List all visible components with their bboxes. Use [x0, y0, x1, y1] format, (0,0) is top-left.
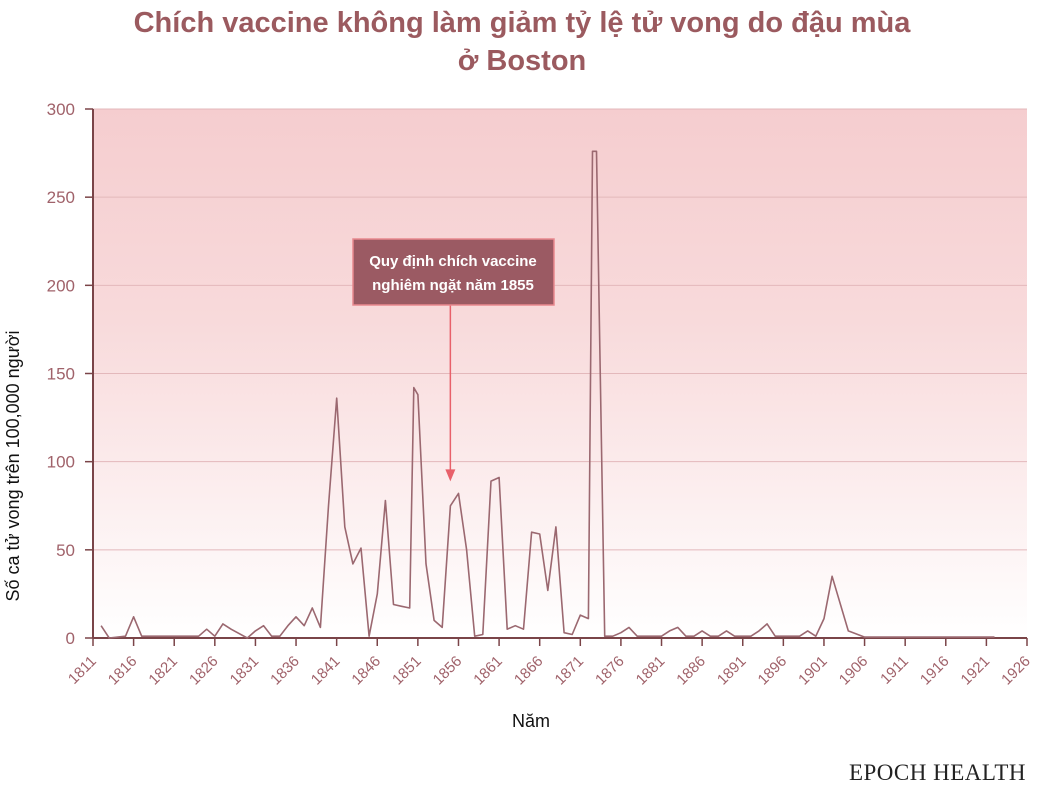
x-tick-label-1901: 1901 [795, 653, 831, 689]
x-tick-label-1886: 1886 [673, 653, 709, 689]
y-tick-label-50: 50 [56, 541, 75, 560]
x-tick-label-1811: 1811 [65, 653, 100, 688]
x-tick-label-1856: 1856 [430, 653, 466, 689]
brand-logo: EPOCH HEALTH [848, 760, 1026, 785]
x-tick-label-1906: 1906 [836, 653, 872, 689]
y-tick-label-150: 150 [47, 365, 75, 384]
x-tick-label-1926: 1926 [998, 653, 1034, 689]
annotation-text-line1: Quy định chích vaccine [369, 253, 537, 270]
x-tick-label-1841: 1841 [308, 653, 344, 689]
chart-title-line1: Chích vaccine không làm giảm tỷ lệ tử vo… [133, 7, 911, 39]
x-tick-label-1881: 1881 [633, 653, 669, 689]
y-tick-label-100: 100 [47, 453, 75, 472]
y-axis-label: Số ca tử vong trên 100,000 người [3, 330, 23, 601]
chart-title: Chích vaccine không làm giảm tỷ lệ tử vo… [0, 4, 1044, 80]
y-tick-label-300: 300 [47, 100, 75, 119]
chart-title-line2: ở Boston [457, 45, 587, 77]
annotation-box [352, 238, 555, 306]
x-tick-label-1836: 1836 [267, 653, 303, 689]
x-tick-label-1826: 1826 [186, 653, 222, 689]
x-ticks: 1811 1816 1821 1826 1831 1836 1841 1846 1851 1856… [65, 638, 1034, 688]
x-tick-label-1896: 1896 [755, 653, 791, 689]
x-axis-label: Năm [512, 711, 550, 731]
y-tick-label-200: 200 [47, 276, 75, 295]
annotation-text-line2: nghiêm ngặt năm 1855 [372, 277, 534, 294]
y-tick-label-0: 0 [66, 629, 75, 648]
x-tick-label-1921: 1921 [958, 653, 994, 689]
gridlines [93, 108, 1027, 551]
annotation: Quy định chích vaccine nghiêm ngặt năm 1… [352, 238, 555, 482]
x-tick-label-1876: 1876 [592, 653, 628, 689]
x-tick-label-1911: 1911 [877, 653, 912, 688]
annotation-arrow-head [445, 469, 456, 482]
series-line-mortality [100, 150, 995, 639]
y-ticks: 0 50 100 150 200 250 300 [47, 100, 93, 648]
x-tick-label-1816: 1816 [105, 653, 141, 689]
x-tick-label-1821: 1821 [145, 653, 181, 689]
x-tick-label-1916: 1916 [917, 653, 953, 689]
x-tick-label-1846: 1846 [348, 653, 384, 689]
x-tick-label-1866: 1866 [511, 653, 547, 689]
x-tick-label-1861: 1861 [470, 653, 506, 689]
x-tick-label-1891: 1891 [714, 653, 750, 689]
x-tick-label-1851: 1851 [389, 653, 425, 689]
y-tick-label-250: 250 [47, 188, 75, 207]
x-tick-label-1831: 1831 [227, 653, 263, 689]
x-tick-label-1871: 1871 [552, 653, 588, 689]
